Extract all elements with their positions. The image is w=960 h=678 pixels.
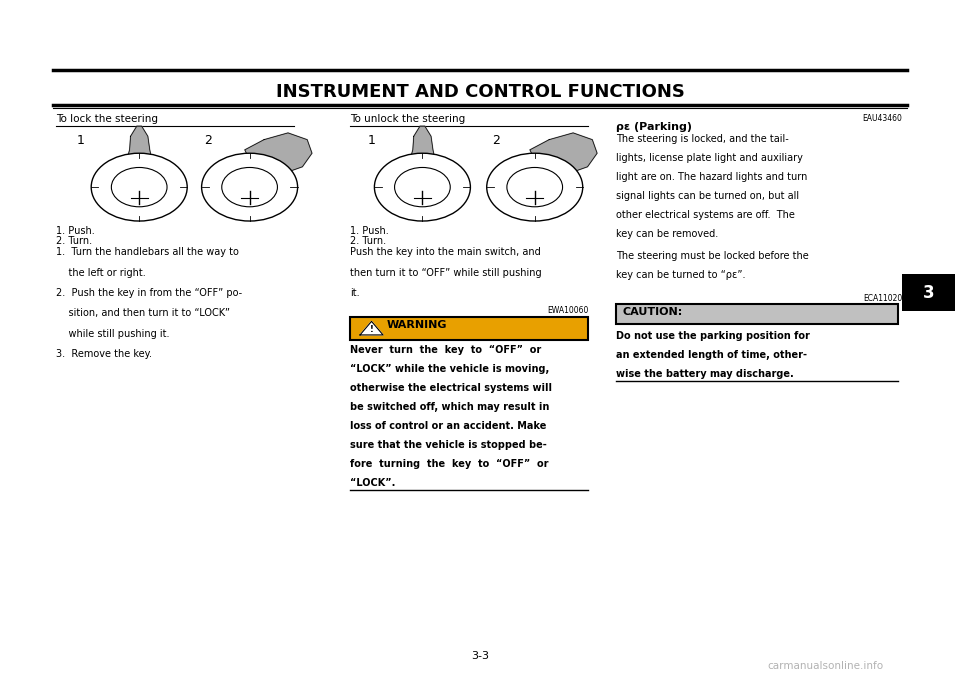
Circle shape bbox=[374, 153, 470, 221]
FancyBboxPatch shape bbox=[616, 304, 898, 324]
Text: the left or right.: the left or right. bbox=[56, 268, 145, 278]
Text: sure that the vehicle is stopped be-: sure that the vehicle is stopped be- bbox=[350, 440, 547, 450]
Polygon shape bbox=[245, 133, 312, 174]
Circle shape bbox=[487, 153, 583, 221]
Text: EWA10060: EWA10060 bbox=[547, 306, 588, 315]
Text: signal lights can be turned on, but all: signal lights can be turned on, but all bbox=[616, 191, 800, 201]
Text: CAUTION:: CAUTION: bbox=[622, 307, 683, 317]
Polygon shape bbox=[409, 126, 436, 170]
Text: !: ! bbox=[370, 325, 373, 334]
Text: To unlock the steering: To unlock the steering bbox=[350, 114, 466, 124]
Text: otherwise the electrical systems will: otherwise the electrical systems will bbox=[350, 383, 552, 393]
Polygon shape bbox=[530, 133, 597, 174]
Text: 1. Push.: 1. Push. bbox=[56, 226, 94, 237]
Text: 2: 2 bbox=[204, 134, 212, 147]
Text: “LOCK” while the vehicle is moving,: “LOCK” while the vehicle is moving, bbox=[350, 364, 550, 374]
Text: 1. Push.: 1. Push. bbox=[350, 226, 389, 237]
Text: carmanualsonline.info: carmanualsonline.info bbox=[767, 661, 883, 671]
Text: Push the key into the main switch, and: Push the key into the main switch, and bbox=[350, 247, 541, 258]
Text: key can be turned to “ρε”.: key can be turned to “ρε”. bbox=[616, 270, 746, 280]
FancyBboxPatch shape bbox=[350, 317, 588, 340]
Text: 3: 3 bbox=[923, 283, 934, 302]
Text: loss of control or an accident. Make: loss of control or an accident. Make bbox=[350, 421, 547, 431]
Text: ECA11020: ECA11020 bbox=[863, 294, 902, 303]
Text: To lock the steering: To lock the steering bbox=[56, 114, 157, 124]
Text: 2. Turn.: 2. Turn. bbox=[56, 236, 92, 246]
Circle shape bbox=[91, 153, 187, 221]
Text: 2. Turn.: 2. Turn. bbox=[350, 236, 387, 246]
Text: lights, license plate light and auxiliary: lights, license plate light and auxiliar… bbox=[616, 153, 804, 163]
Text: fore  turning  the  key  to  “OFF”  or: fore turning the key to “OFF” or bbox=[350, 459, 549, 469]
Text: Never  turn  the  key  to  “OFF”  or: Never turn the key to “OFF” or bbox=[350, 345, 541, 355]
Text: while still pushing it.: while still pushing it. bbox=[56, 329, 169, 339]
Text: an extended length of time, other-: an extended length of time, other- bbox=[616, 350, 807, 360]
Text: light are on. The hazard lights and turn: light are on. The hazard lights and turn bbox=[616, 172, 807, 182]
Text: The steering is locked, and the tail-: The steering is locked, and the tail- bbox=[616, 134, 789, 144]
Text: 1: 1 bbox=[77, 134, 84, 147]
Text: 1: 1 bbox=[368, 134, 375, 147]
Text: it.: it. bbox=[350, 288, 360, 298]
Text: Do not use the parking position for: Do not use the parking position for bbox=[616, 331, 810, 341]
Text: key can be removed.: key can be removed. bbox=[616, 229, 719, 239]
Text: The steering must be locked before the: The steering must be locked before the bbox=[616, 251, 809, 261]
Text: 3-3: 3-3 bbox=[471, 651, 489, 661]
Text: “LOCK”.: “LOCK”. bbox=[350, 478, 396, 488]
Text: 3.  Remove the key.: 3. Remove the key. bbox=[56, 349, 152, 359]
Text: 2: 2 bbox=[492, 134, 500, 147]
Text: WARNING: WARNING bbox=[387, 320, 447, 330]
Text: 1.  Turn the handlebars all the way to: 1. Turn the handlebars all the way to bbox=[56, 247, 238, 258]
FancyBboxPatch shape bbox=[902, 274, 955, 311]
Text: sition, and then turn it to “LOCK”: sition, and then turn it to “LOCK” bbox=[56, 308, 229, 319]
Text: then turn it to “OFF” while still pushing: then turn it to “OFF” while still pushin… bbox=[350, 268, 542, 278]
Text: 2.  Push the key in from the “OFF” po-: 2. Push the key in from the “OFF” po- bbox=[56, 288, 242, 298]
Circle shape bbox=[202, 153, 298, 221]
Text: wise the battery may discharge.: wise the battery may discharge. bbox=[616, 369, 794, 379]
Polygon shape bbox=[360, 321, 383, 335]
Text: EAU43460: EAU43460 bbox=[862, 114, 902, 123]
Text: ρε (Parking): ρε (Parking) bbox=[616, 122, 692, 132]
Text: other electrical systems are off.  The: other electrical systems are off. The bbox=[616, 210, 795, 220]
Polygon shape bbox=[126, 126, 153, 170]
Text: INSTRUMENT AND CONTROL FUNCTIONS: INSTRUMENT AND CONTROL FUNCTIONS bbox=[276, 83, 684, 101]
Text: be switched off, which may result in: be switched off, which may result in bbox=[350, 402, 550, 412]
